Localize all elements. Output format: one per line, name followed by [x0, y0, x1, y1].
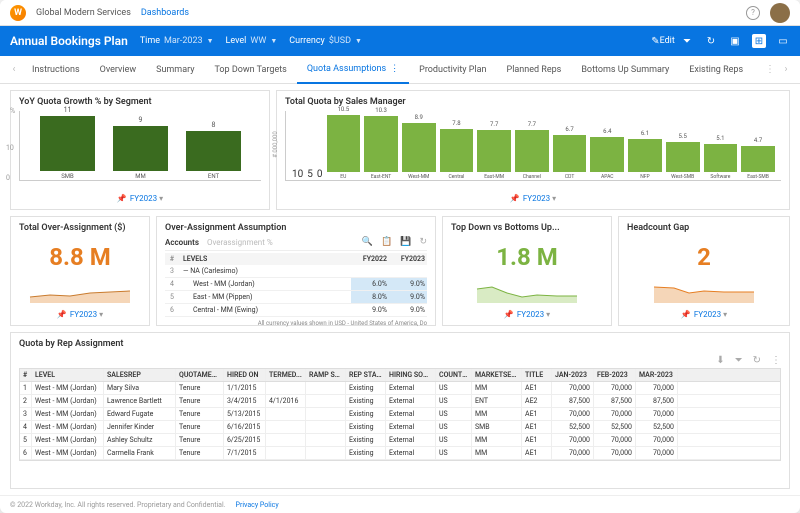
bluebar: Annual Bookings Plan Time Mar-2023 ▼ Lev…: [0, 26, 800, 56]
tab-planned-reps[interactable]: Planned Reps: [497, 56, 572, 84]
card-rep-table: Quota by Rep Assignment ⬇ ⏷ ↻ ⋮ #LEVELSA…: [10, 332, 790, 489]
content: YoY Quota Growth % by Segment % 10 0 11S…: [0, 84, 800, 495]
workday-logo[interactable]: W: [10, 5, 26, 21]
search-icon[interactable]: 🔍: [362, 237, 373, 247]
tab-instructions[interactable]: Instructions: [22, 56, 90, 84]
present-icon[interactable]: ▭: [776, 34, 790, 48]
filter-icon[interactable]: ⏷: [680, 34, 694, 48]
footer: © 2022 Workday, Inc. All rights reserved…: [0, 495, 800, 513]
over-assign-value: 8.8 M: [19, 243, 141, 271]
tq-bar: 6.4APAC: [590, 128, 624, 180]
card-top-vs-bottom: Top Down vs Bottoms Up... 1.8 M 📌FY2023 …: [442, 216, 612, 326]
oa-tab-accounts[interactable]: Accounts: [165, 238, 199, 247]
table-row[interactable]: 2West - MM (Jordan)Lawrence BartlettTenu…: [20, 395, 780, 408]
reload-icon[interactable]: ↻: [419, 237, 427, 247]
param-time[interactable]: Time Mar-2023 ▼: [140, 36, 214, 46]
grid-icon[interactable]: ⊞: [752, 34, 766, 48]
tab-top-down-targets[interactable]: Top Down Targets: [204, 56, 296, 84]
rep-tools: ⬇ ⏷ ↻ ⋮: [19, 353, 781, 368]
org-name: Global Modern Services: [36, 8, 131, 18]
card-over-assign-table: Over-Assignment Assumption Accounts Over…: [156, 216, 436, 326]
tq-bar: 10.3East-ENT: [364, 107, 398, 180]
oa-table: #LEVELSFY2022FY20233— NA (Carlesimo)4Wes…: [165, 253, 427, 317]
tq-bar: 5.5West-SMB: [666, 133, 700, 180]
hc-value: 2: [627, 243, 781, 271]
table-row[interactable]: 3West - MM (Jordan)Edward FugateTenure5/…: [20, 408, 780, 421]
tabbar: ‹ InstructionsOverviewSummaryTop Down Ta…: [0, 56, 800, 84]
table-row[interactable]: 1West - MM (Jordan)Mary SilvaTenure1/1/2…: [20, 382, 780, 395]
spark-orange2: [627, 279, 781, 303]
app-root: W Global Modern Services Dashboards ? An…: [0, 0, 800, 513]
rep-table: #LEVELSALESREPQUOTAMET...HIRED ONTERMED.…: [19, 368, 781, 461]
tvb-value: 1.8 M: [451, 243, 603, 271]
tool-refresh-icon[interactable]: ↻: [753, 355, 761, 366]
tool-filter-icon[interactable]: ⏷: [735, 355, 743, 366]
card-yoy: YoY Quota Growth % by Segment % 10 0 11S…: [10, 90, 270, 210]
avatar[interactable]: [770, 3, 790, 23]
oa-tab-pct[interactable]: Overassignment %: [207, 238, 273, 247]
yoy-bar: 11SMB: [40, 106, 95, 180]
tq-bar: 10.5EU: [327, 106, 361, 180]
param-level[interactable]: Level WW ▼: [226, 36, 278, 46]
save-icon[interactable]: 💾: [400, 237, 411, 247]
tq-bar: 4.7East-SMB: [741, 137, 775, 180]
refresh-icon[interactable]: ↻: [704, 34, 718, 48]
tab-productivity-plan[interactable]: Productivity Plan: [409, 56, 496, 84]
tab-more[interactable]: ⋮: [762, 64, 778, 75]
yoy-bar: 9MM: [113, 116, 168, 180]
param-currency[interactable]: Currency $USD ▼: [289, 36, 362, 46]
tab-existing-reps[interactable]: Existing Reps: [679, 56, 753, 84]
tab-prev[interactable]: ‹: [6, 64, 22, 75]
tab-quota-assumptions[interactable]: Quota Assumptions⋮: [297, 56, 409, 84]
card-over-assign-total: Total Over-Assignment ($) 8.8 M 📌FY2023 …: [10, 216, 150, 326]
yoy-footer[interactable]: 📌FY2023 ▾: [19, 192, 261, 203]
tq-bar: 7.7Channel: [515, 121, 549, 180]
privacy-link[interactable]: Privacy Policy: [236, 501, 279, 509]
tab-next[interactable]: ›: [778, 64, 794, 75]
dashboards-link[interactable]: Dashboards: [141, 8, 189, 18]
oa-tabs: Accounts Overassignment % 🔍 📋 💾 ↻: [165, 237, 427, 251]
tq-bar: 6.7CDT: [553, 126, 587, 180]
tq-bar: 7.7East-MM: [477, 121, 511, 180]
table-row[interactable]: 4West - MM (Jordan)Jennifer KinderTenure…: [20, 421, 780, 434]
copy-icon[interactable]: 📋: [381, 237, 392, 247]
spark-green: [451, 279, 603, 303]
table-row[interactable]: 5West - MM (Jordan)Ashley SchultzTenure6…: [20, 434, 780, 447]
tq-bar: 7.8Central: [440, 120, 474, 180]
tq-bar: 6.1NFP: [628, 130, 662, 180]
camera-icon[interactable]: ▣: [728, 34, 742, 48]
edit-button[interactable]: ✎ Edit: [656, 34, 670, 48]
yoy-bar: 8ENT: [186, 121, 241, 180]
card-headcount: Headcount Gap 2 📌FY2023 ▾: [618, 216, 790, 326]
tq-bar: 8.9West-MM: [402, 114, 436, 180]
table-row[interactable]: 6West - MM (Jordan)Carmella FrankTenure7…: [20, 447, 780, 460]
spark-orange: [19, 279, 141, 303]
card-total-quota: Total Quota by Sales Manager # 000,000 1…: [276, 90, 790, 210]
tq-chart: # 000,000 10 5 0 10.5EU10.3East-ENT8.9We…: [285, 111, 781, 181]
page-title: Annual Bookings Plan: [10, 34, 128, 48]
yoy-chart: % 10 0 11SMB9MM8ENT: [19, 111, 261, 181]
tq-bar: 5.1Software: [704, 135, 738, 180]
tool-download-icon[interactable]: ⬇: [716, 355, 724, 366]
topbar: W Global Modern Services Dashboards ?: [0, 0, 800, 26]
tab-bottoms-up-summary[interactable]: Bottoms Up Summary: [571, 56, 679, 84]
help-icon[interactable]: ?: [746, 6, 760, 20]
tab-summary[interactable]: Summary: [146, 56, 204, 84]
tq-footer[interactable]: 📌FY2023 ▾: [285, 192, 781, 203]
tab-overview[interactable]: Overview: [90, 56, 146, 84]
tool-more-icon[interactable]: ⋮: [771, 355, 781, 366]
